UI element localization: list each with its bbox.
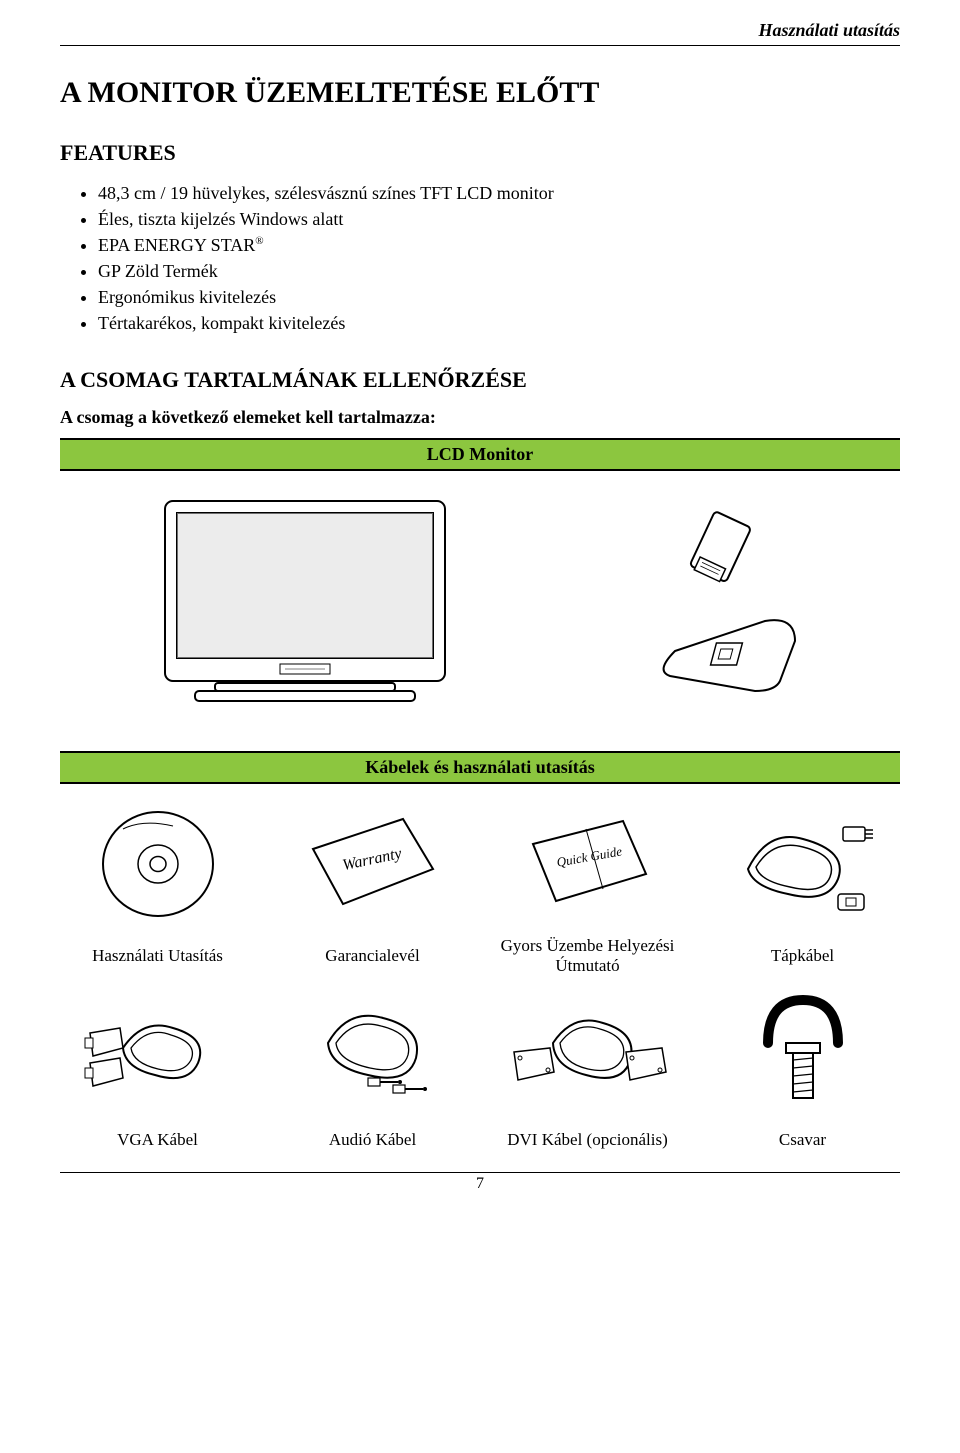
features-heading: FEATURES bbox=[60, 140, 900, 166]
monitor-illustration-row bbox=[60, 491, 900, 711]
label-screw: Csavar bbox=[779, 1118, 826, 1162]
quick-guide-sheet-icon: Quick Guide bbox=[518, 809, 658, 919]
cell-audio-cable: Audió Kábel bbox=[275, 988, 470, 1162]
cell-screw: Csavar bbox=[705, 988, 900, 1162]
page-number: 7 bbox=[60, 1175, 900, 1193]
label-power-cable: Tápkábel bbox=[771, 934, 834, 978]
warranty-sheet-icon: Warranty bbox=[303, 809, 443, 919]
section-bar-monitor: LCD Monitor bbox=[60, 438, 900, 471]
footer-rule bbox=[60, 1172, 900, 1173]
screw-icon bbox=[748, 988, 858, 1108]
accessories-row-1: Használati Utasítás Warranty Garancialev… bbox=[60, 804, 900, 978]
cell-warranty: Warranty Garancialevél bbox=[275, 804, 470, 978]
header-rule bbox=[60, 45, 900, 46]
vga-cable-icon bbox=[83, 993, 233, 1103]
cell-quick-guide: Quick Guide Gyors Üzembe Helyezési Útmut… bbox=[490, 804, 685, 978]
features-list: 48,3 cm / 19 hüvelykes, szélesvásznú szí… bbox=[98, 180, 900, 337]
list-item: Éles, tiszta kijelzés Windows alatt bbox=[98, 206, 900, 232]
dvi-cable-icon bbox=[508, 993, 668, 1103]
cd-icon bbox=[93, 804, 223, 924]
cell-vga-cable: VGA Kábel bbox=[60, 988, 255, 1162]
section-bar-cables: Kábelek és használati utasítás bbox=[60, 751, 900, 784]
check-contents-heading: A CSOMAG TARTALMÁNAK ELLENŐRZÉSE bbox=[60, 367, 900, 393]
cell-power-cable: Tápkábel bbox=[705, 804, 900, 978]
lcd-monitor-icon bbox=[155, 491, 455, 711]
cell-manual: Használati Utasítás bbox=[60, 804, 255, 978]
label-audio: Audió Kábel bbox=[329, 1118, 416, 1162]
registered-symbol: ® bbox=[255, 235, 263, 247]
list-item: EPA ENERGY STAR® bbox=[98, 232, 900, 258]
label-vga: VGA Kábel bbox=[117, 1118, 198, 1162]
check-contents-subtitle: A csomag a következő elemeket kell tarta… bbox=[60, 407, 900, 428]
monitor-stand-icon bbox=[645, 501, 805, 701]
label-warranty: Garancialevél bbox=[325, 934, 419, 978]
running-head: Használati utasítás bbox=[60, 20, 900, 41]
power-cable-icon bbox=[728, 809, 878, 919]
cell-dvi-cable: DVI Kábel (opcionális) bbox=[490, 988, 685, 1162]
list-item: Ergonómikus kivitelezés bbox=[98, 284, 900, 310]
page-title: A MONITOR ÜZEMELTETÉSE ELŐTT bbox=[60, 76, 900, 110]
label-dvi: DVI Kábel (opcionális) bbox=[507, 1118, 668, 1162]
label-manual: Használati Utasítás bbox=[92, 934, 223, 978]
accessories-row-2: VGA Kábel Audió Kábel bbox=[60, 988, 900, 1162]
label-quick-guide: Gyors Üzembe Helyezési Útmutató bbox=[490, 934, 685, 978]
list-item: GP Zöld Termék bbox=[98, 258, 900, 284]
audio-cable-icon bbox=[298, 993, 448, 1103]
list-item: 48,3 cm / 19 hüvelykes, szélesvásznú szí… bbox=[98, 180, 900, 206]
feature-epa-text: EPA ENERGY STAR bbox=[98, 235, 255, 255]
list-item: Tértakarékos, kompakt kivitelezés bbox=[98, 310, 900, 336]
